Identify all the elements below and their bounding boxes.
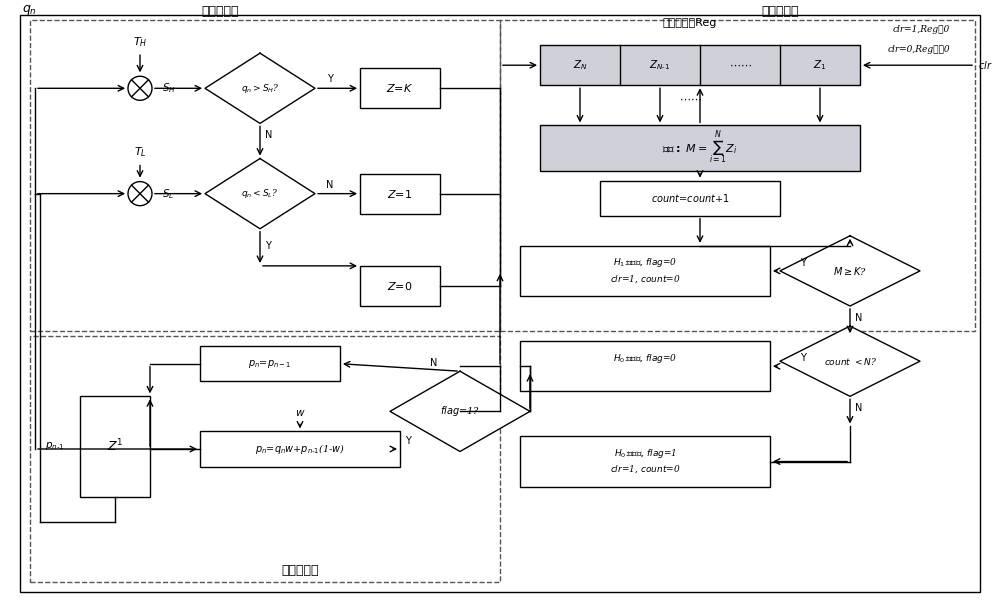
Polygon shape [390, 371, 530, 452]
Text: N: N [855, 403, 862, 414]
Text: Y: Y [405, 436, 411, 446]
Text: clr=0,Reg不清0: clr=0,Reg不清0 [887, 45, 950, 54]
Text: $clr$=1, $count$=0: $clr$=1, $count$=0 [610, 273, 680, 285]
FancyBboxPatch shape [360, 266, 440, 306]
Text: clr=1,Reg清0: clr=1,Reg清0 [893, 25, 950, 34]
FancyBboxPatch shape [200, 432, 400, 467]
FancyBboxPatch shape [360, 173, 440, 214]
Text: $p_n$=$q_n w$+$p_{n\text{-}1}$(1-$w$): $p_n$=$q_n w$+$p_{n\text{-}1}$(1-$w$) [255, 442, 345, 456]
Text: $Z$=$1$: $Z$=$1$ [387, 188, 413, 200]
FancyBboxPatch shape [540, 45, 860, 85]
Text: $S_L$: $S_L$ [162, 187, 174, 200]
Text: $clr$=1, $count$=0: $clr$=1, $count$=0 [610, 464, 680, 476]
Text: $H_1$:有目标, $flag$=0: $H_1$:有目标, $flag$=0 [613, 256, 677, 269]
Text: $Z^{1}$: $Z^{1}$ [107, 438, 123, 455]
Text: $H_0$:无目标, $flag$=1: $H_0$:无目标, $flag$=1 [614, 447, 676, 460]
FancyBboxPatch shape [520, 246, 770, 296]
Text: N: N [326, 179, 334, 190]
Text: $Z_N$: $Z_N$ [573, 58, 587, 72]
Text: $T_L$: $T_L$ [134, 146, 146, 160]
Text: $p_{n\text{-}1}$: $p_{n\text{-}1}$ [45, 441, 65, 453]
Text: $Z_1$: $Z_1$ [813, 58, 827, 72]
Circle shape [128, 182, 152, 206]
Text: Y: Y [327, 74, 333, 84]
Text: 杂波图更新: 杂波图更新 [281, 564, 319, 577]
Text: $\cdots\cdots$: $\cdots\cdots$ [679, 93, 701, 104]
Text: $q_n$: $q_n$ [22, 3, 37, 17]
Text: $w$: $w$ [295, 408, 305, 418]
Polygon shape [780, 236, 920, 306]
Text: $Z_{N\text{-}1}$: $Z_{N\text{-}1}$ [649, 58, 671, 72]
FancyBboxPatch shape [520, 436, 770, 486]
Polygon shape [780, 326, 920, 396]
Text: $\mathrm{\mathbf{求和:}}\ M=\sum_{i=1}^{N}Z_i$: $\mathrm{\mathbf{求和:}}\ M=\sum_{i=1}^{N}… [662, 129, 738, 167]
Text: $H_0$:无目标, $flag$=0: $H_0$:无目标, $flag$=0 [613, 352, 677, 365]
FancyBboxPatch shape [360, 68, 440, 108]
Text: N: N [265, 131, 272, 140]
Text: $p_n$=$p_{n-1}$: $p_n$=$p_{n-1}$ [248, 358, 292, 370]
FancyBboxPatch shape [600, 181, 780, 216]
FancyBboxPatch shape [200, 346, 340, 381]
Text: $q_n$$<$$S_L$?: $q_n$$<$$S_L$? [241, 187, 279, 200]
Text: $clr$: $clr$ [978, 59, 993, 71]
Text: $Z$=$0$: $Z$=$0$ [387, 280, 413, 292]
FancyBboxPatch shape [80, 396, 150, 497]
Text: Y: Y [265, 241, 271, 251]
Text: 第二级检测: 第二级检测 [761, 5, 799, 18]
Text: $\cdots\cdots$: $\cdots\cdots$ [729, 60, 751, 70]
Text: $count\ <N$?: $count\ <N$? [824, 356, 876, 367]
Text: N: N [855, 313, 862, 323]
Text: 第一级检测: 第一级检测 [201, 5, 239, 18]
Text: N: N [430, 358, 437, 368]
Text: $S_H$: $S_H$ [162, 81, 176, 95]
FancyBboxPatch shape [520, 341, 770, 391]
FancyBboxPatch shape [540, 125, 860, 170]
Text: $q_n$$>$$S_H$?: $q_n$$>$$S_H$? [241, 82, 279, 95]
Circle shape [128, 76, 152, 101]
Text: Y: Y [800, 353, 806, 363]
Text: $M\geq K$?: $M\geq K$? [833, 265, 867, 277]
Text: Y: Y [800, 258, 806, 268]
Polygon shape [205, 158, 315, 229]
Polygon shape [205, 53, 315, 123]
Text: 移位寄存器Reg: 移位寄存器Reg [663, 18, 717, 28]
Text: $count$=$count$+$1$: $count$=$count$+$1$ [651, 192, 729, 204]
Text: $Z$=$K$: $Z$=$K$ [386, 82, 414, 95]
Text: $T_H$: $T_H$ [133, 35, 147, 49]
Text: $flag$=1?: $flag$=1? [440, 405, 480, 418]
